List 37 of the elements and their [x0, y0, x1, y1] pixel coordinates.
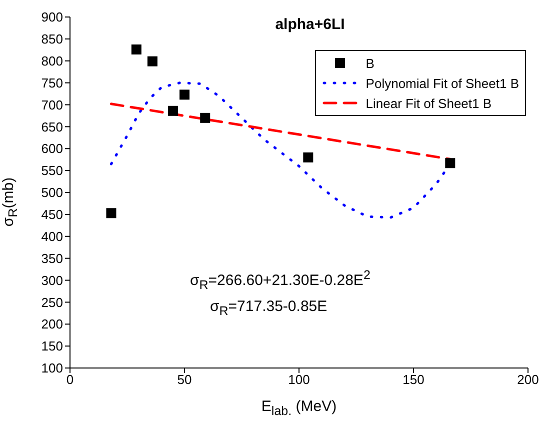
legend-label: Linear Fit of Sheet1 B — [366, 96, 492, 110]
x-tick-label: 0 — [66, 372, 74, 388]
y-tick-label: 250 — [41, 294, 63, 310]
y-tick-label: 700 — [41, 97, 63, 112]
y-tick-label: 900 — [41, 10, 63, 25]
y-tick-label: 650 — [41, 119, 63, 134]
x-tick-label: 150 — [402, 372, 424, 388]
annotation: σ$_{R}$=266.60+21.30E-0.28E$^{2}$ — [189, 268, 372, 292]
point — [168, 106, 178, 116]
x-tick-label: 200 — [517, 372, 539, 388]
y-tick-label: 750 — [41, 75, 63, 90]
point — [180, 90, 190, 100]
x-tick-label: 100 — [288, 372, 310, 388]
chart-title: alpha+6LI — [274, 16, 346, 33]
y-tick-label: 550 — [41, 163, 63, 178]
point — [303, 152, 314, 162]
y-tick-label: 600 — [41, 141, 63, 156]
y-tick-label: 100 — [41, 360, 63, 376]
y-tick-label: 850 — [41, 32, 63, 47]
point — [445, 158, 456, 168]
point — [131, 44, 142, 54]
point — [106, 208, 116, 218]
y-tick-label: 350 — [41, 250, 63, 266]
y-tick-label: 150 — [41, 338, 63, 354]
legend-label: B — [366, 56, 374, 70]
x-axis-title: E$_{lab.}$ (MeV) — [260, 398, 338, 418]
point — [200, 112, 210, 123]
point — [147, 56, 158, 66]
legend-label: Polynomial Fit of Sheet1 B — [366, 76, 519, 90]
y-tick-label: 300 — [41, 272, 63, 288]
y-tick-label: 800 — [41, 53, 63, 68]
y-tick-label: 500 — [41, 185, 63, 200]
x-tick-label: 50 — [177, 372, 192, 388]
y-tick-label: 200 — [41, 316, 63, 332]
annotation: σ$_{R}$=717.35-0.85E — [209, 298, 328, 318]
y-tick-label: 450 — [41, 207, 63, 222]
y-tick-label: 400 — [41, 228, 63, 244]
